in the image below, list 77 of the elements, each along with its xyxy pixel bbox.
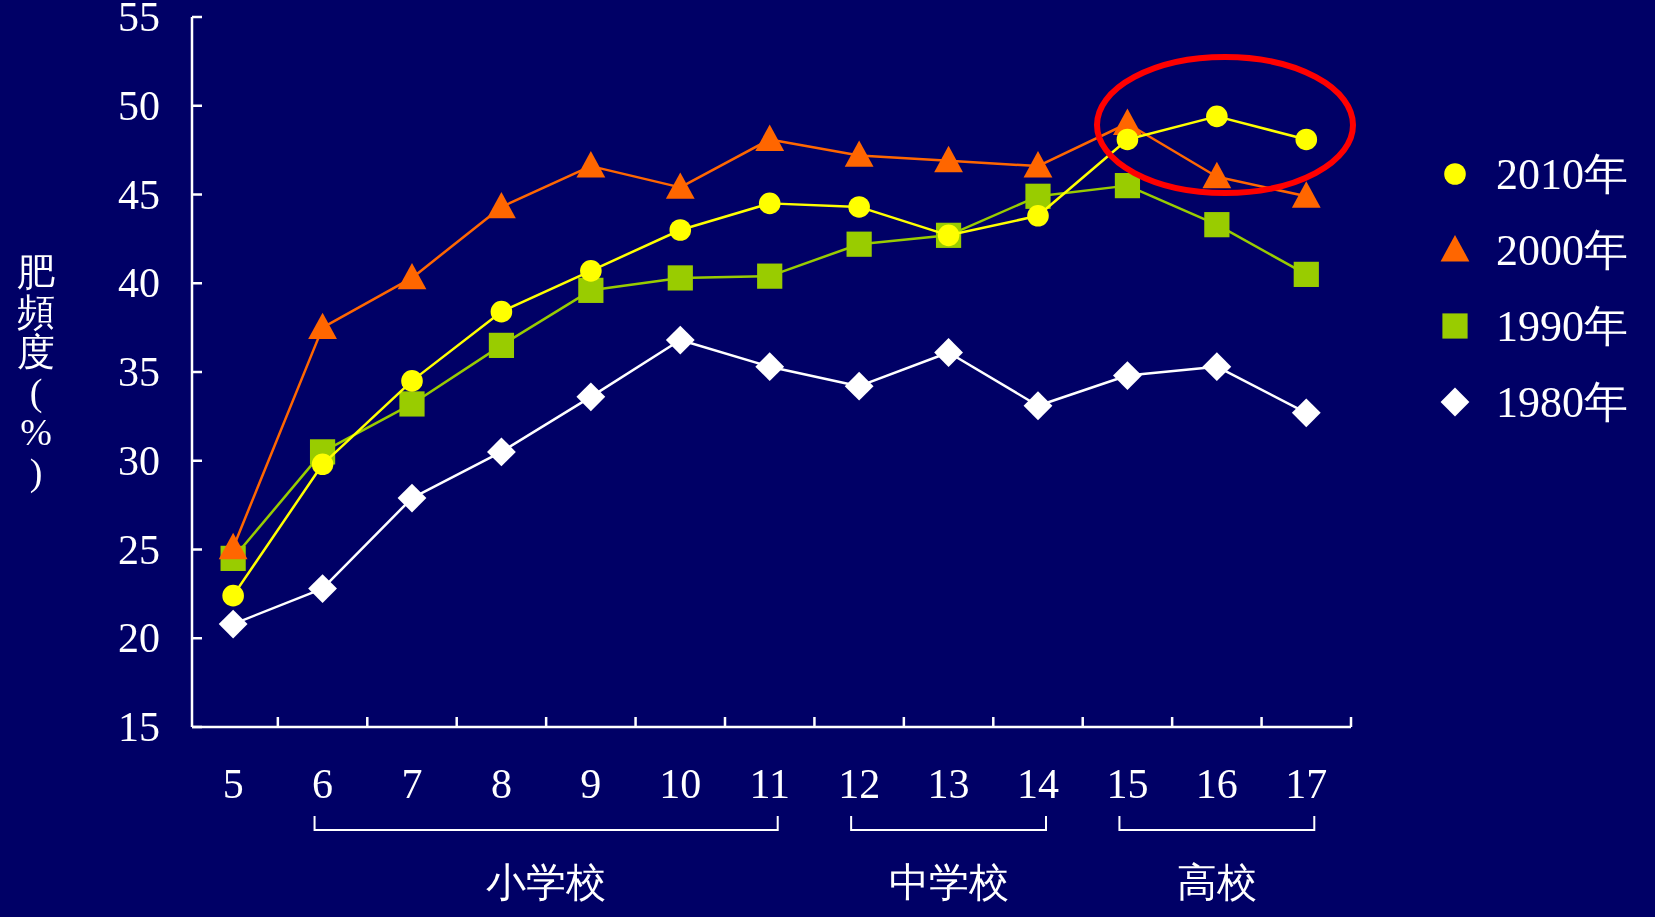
point xyxy=(1116,128,1139,151)
x-tick-label: 8 xyxy=(490,761,512,807)
point xyxy=(1291,181,1321,208)
point xyxy=(757,263,783,289)
point xyxy=(755,124,785,151)
legend-label: 1980年 xyxy=(1496,377,1628,427)
point xyxy=(222,584,244,607)
point xyxy=(844,140,874,167)
point xyxy=(1206,105,1228,128)
point xyxy=(580,260,602,282)
point xyxy=(669,219,692,241)
point xyxy=(311,453,334,476)
point xyxy=(1025,183,1051,209)
legend-label: 2000年 xyxy=(1496,225,1628,275)
text: 高校 xyxy=(1176,859,1257,905)
x-tick-label: 7 xyxy=(401,761,423,807)
point xyxy=(576,151,606,178)
point xyxy=(934,145,963,173)
point xyxy=(1295,128,1318,151)
point xyxy=(487,437,516,467)
point xyxy=(399,391,425,417)
y-tick-label: 35 xyxy=(118,349,160,395)
text: 小学校 xyxy=(486,859,607,905)
x-tick-label: 6 xyxy=(312,761,334,807)
y-tick-label: 25 xyxy=(118,526,160,573)
x-tick-label: 9 xyxy=(580,761,602,807)
point xyxy=(218,532,248,560)
x-tick-label: 12 xyxy=(838,761,881,807)
point xyxy=(401,370,423,392)
y-tick-label: 50 xyxy=(118,82,160,129)
point xyxy=(667,265,693,291)
point xyxy=(576,382,606,412)
y-tick-label: 45 xyxy=(118,171,160,218)
point xyxy=(1114,173,1141,199)
point xyxy=(308,574,337,603)
point xyxy=(755,352,785,382)
point xyxy=(397,483,427,513)
x-tick-label: 10 xyxy=(659,761,702,807)
point xyxy=(848,196,870,218)
x-tick-label: 14 xyxy=(1017,761,1059,807)
legend-label: 1990年 xyxy=(1496,301,1628,351)
point xyxy=(308,312,337,340)
y-tick-label: 30 xyxy=(118,437,160,484)
point xyxy=(488,332,515,358)
y-tick-label: 20 xyxy=(118,615,160,662)
x-tick-label: 11 xyxy=(749,761,790,807)
y-tick-label: 40 xyxy=(118,260,160,307)
point xyxy=(1113,361,1142,390)
x-tick-label: 16 xyxy=(1195,761,1238,807)
point xyxy=(487,191,516,219)
point xyxy=(578,277,604,303)
point xyxy=(934,338,963,367)
y-axis-title: 肥頻度(%) xyxy=(17,251,55,493)
point xyxy=(1291,398,1321,428)
point xyxy=(846,231,872,257)
x-tick-label: 17 xyxy=(1285,761,1328,807)
x-tick-label: 15 xyxy=(1106,761,1149,807)
point xyxy=(665,172,695,199)
point xyxy=(758,192,781,215)
point xyxy=(397,262,427,290)
legend-label: 2010年 xyxy=(1496,149,1628,199)
point xyxy=(1027,205,1049,227)
point xyxy=(665,325,695,355)
y-tick-label: 15 xyxy=(118,704,160,750)
point xyxy=(1202,161,1232,189)
point xyxy=(218,609,248,639)
text: 中学校 xyxy=(888,859,1009,905)
point xyxy=(1293,261,1319,287)
point xyxy=(490,300,513,323)
point xyxy=(1023,391,1053,421)
point xyxy=(1202,352,1232,382)
x-tick-label: 13 xyxy=(927,761,970,807)
point xyxy=(1023,151,1053,178)
y-tick-label: 55 xyxy=(118,0,160,40)
point xyxy=(844,371,874,401)
point xyxy=(1204,212,1230,238)
x-tick-label: 5 xyxy=(222,761,244,807)
